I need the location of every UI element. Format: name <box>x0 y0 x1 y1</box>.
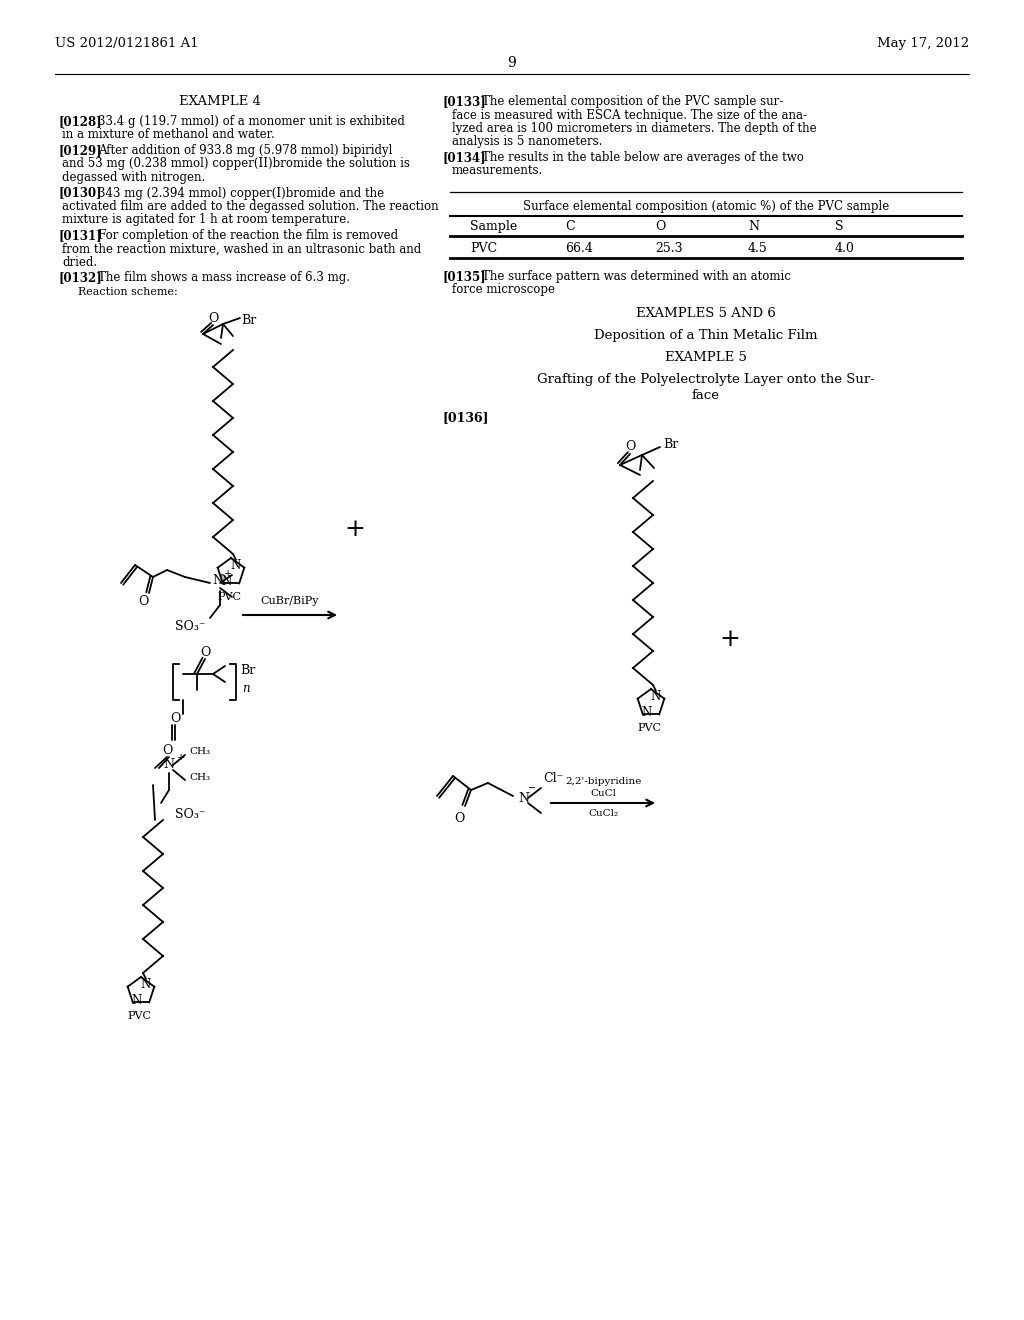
Text: US 2012/0121861 A1: US 2012/0121861 A1 <box>55 37 199 49</box>
Text: [0133]: [0133] <box>442 95 485 108</box>
Text: measurements.: measurements. <box>452 165 544 177</box>
Text: Br: Br <box>240 664 255 676</box>
Text: degassed with nitrogen.: degassed with nitrogen. <box>62 172 205 183</box>
Text: O: O <box>208 312 218 325</box>
Text: Deposition of a Thin Metalic Film: Deposition of a Thin Metalic Film <box>594 329 818 342</box>
Text: face is measured with ESCA technique. The size of the ana-: face is measured with ESCA technique. Th… <box>452 108 807 121</box>
Text: [0130]: [0130] <box>58 186 101 199</box>
Text: For completion of the reaction the film is removed: For completion of the reaction the film … <box>98 228 398 242</box>
Text: Reaction scheme:: Reaction scheme: <box>78 286 178 297</box>
Text: O: O <box>454 812 464 825</box>
Text: SO₃⁻: SO₃⁻ <box>175 808 206 821</box>
Text: N: N <box>140 978 151 991</box>
Text: and 53 mg (0.238 mmol) copper(II)bromide the solution is: and 53 mg (0.238 mmol) copper(II)bromide… <box>62 157 410 170</box>
Text: +: + <box>344 519 366 541</box>
Text: [0129]: [0129] <box>58 144 101 157</box>
Text: N: N <box>650 690 660 704</box>
Text: 33.4 g (119.7 mmol) of a monomer unit is exhibited: 33.4 g (119.7 mmol) of a monomer unit is… <box>98 115 404 128</box>
Text: After addition of 933.8 mg (5.978 mmol) bipiridyl: After addition of 933.8 mg (5.978 mmol) … <box>98 144 392 157</box>
Text: The film shows a mass increase of 6.3 mg.: The film shows a mass increase of 6.3 mg… <box>98 272 350 285</box>
Text: 4.5: 4.5 <box>748 242 768 255</box>
Text: Br: Br <box>241 314 256 326</box>
Text: O: O <box>625 441 635 454</box>
Text: 343 mg (2.394 mmol) copper(I)bromide and the: 343 mg (2.394 mmol) copper(I)bromide and… <box>98 186 384 199</box>
Text: PVC: PVC <box>127 1011 151 1020</box>
Text: S: S <box>835 220 844 234</box>
Text: PVC: PVC <box>217 591 241 602</box>
Text: The surface pattern was determined with an atomic: The surface pattern was determined with … <box>482 271 791 282</box>
Text: Grafting of the Polyelectrolyte Layer onto the Sur-: Grafting of the Polyelectrolyte Layer on… <box>537 374 874 385</box>
Text: from the reaction mixture, washed in an ultrasonic bath and: from the reaction mixture, washed in an … <box>62 243 421 256</box>
Text: CuCl: CuCl <box>590 788 616 797</box>
Text: O: O <box>162 743 172 756</box>
Text: Sample: Sample <box>470 220 517 234</box>
Text: N: N <box>212 574 223 587</box>
Text: 4.0: 4.0 <box>835 242 855 255</box>
Text: The results in the table below are averages of the two: The results in the table below are avera… <box>482 150 804 164</box>
Text: C: C <box>565 220 574 234</box>
Text: 2,2'-bipyridine: 2,2'-bipyridine <box>565 776 641 785</box>
Text: [0136]: [0136] <box>442 411 488 424</box>
Text: N: N <box>164 759 174 771</box>
Text: lyzed area is 100 micrometers in diameters. The depth of the: lyzed area is 100 micrometers in diamete… <box>452 121 816 135</box>
Text: [0135]: [0135] <box>442 271 485 282</box>
Text: n: n <box>242 681 250 694</box>
Text: CH₃: CH₃ <box>189 747 210 755</box>
Text: [0131]: [0131] <box>58 228 101 242</box>
Text: PVC: PVC <box>637 723 662 733</box>
Text: mixture is agitated for 1 h at room temperature.: mixture is agitated for 1 h at room temp… <box>62 214 350 227</box>
Text: O: O <box>655 220 666 234</box>
Text: +: + <box>720 627 740 651</box>
Text: N: N <box>131 994 141 1007</box>
Text: PVC: PVC <box>470 242 497 255</box>
Text: EXAMPLE 4: EXAMPLE 4 <box>179 95 261 108</box>
Text: face: face <box>692 389 720 403</box>
Text: 25.3: 25.3 <box>655 242 683 255</box>
Text: CH₃: CH₃ <box>189 774 210 783</box>
Text: [0128]: [0128] <box>58 115 101 128</box>
Text: EXAMPLES 5 AND 6: EXAMPLES 5 AND 6 <box>636 308 776 319</box>
Text: EXAMPLE 5: EXAMPLE 5 <box>665 351 746 364</box>
Text: May 17, 2012: May 17, 2012 <box>877 37 969 49</box>
Text: activated film are added to the degassed solution. The reaction: activated film are added to the degassed… <box>62 201 438 213</box>
Text: +: + <box>177 752 185 762</box>
Text: N: N <box>748 220 759 234</box>
Text: CuCl₂: CuCl₂ <box>588 809 618 818</box>
Text: N: N <box>221 574 231 587</box>
Text: in a mixture of methanol and water.: in a mixture of methanol and water. <box>62 128 274 141</box>
Text: CuBr/BiPy: CuBr/BiPy <box>261 597 319 606</box>
Text: −: − <box>528 784 536 793</box>
Text: +: + <box>224 569 232 578</box>
Text: SO₃⁻: SO₃⁻ <box>175 619 205 632</box>
Text: force microscope: force microscope <box>452 284 555 297</box>
Text: O: O <box>138 595 148 609</box>
Text: Br: Br <box>663 438 678 451</box>
Text: The elemental composition of the PVC sample sur-: The elemental composition of the PVC sam… <box>482 95 783 108</box>
Text: O: O <box>170 711 180 725</box>
Text: [0134]: [0134] <box>442 150 485 164</box>
Text: 9: 9 <box>508 55 516 70</box>
Text: analysis is 5 nanometers.: analysis is 5 nanometers. <box>452 136 602 149</box>
Text: Cl⁻: Cl⁻ <box>543 771 563 784</box>
Text: N: N <box>641 706 651 719</box>
Text: [0132]: [0132] <box>58 272 101 285</box>
Text: N: N <box>230 560 241 572</box>
Text: dried.: dried. <box>62 256 97 269</box>
Text: O: O <box>200 645 210 659</box>
Text: 66.4: 66.4 <box>565 242 593 255</box>
Text: Surface elemental composition (atomic %) of the PVC sample: Surface elemental composition (atomic %)… <box>523 201 889 213</box>
Text: N: N <box>518 792 529 804</box>
